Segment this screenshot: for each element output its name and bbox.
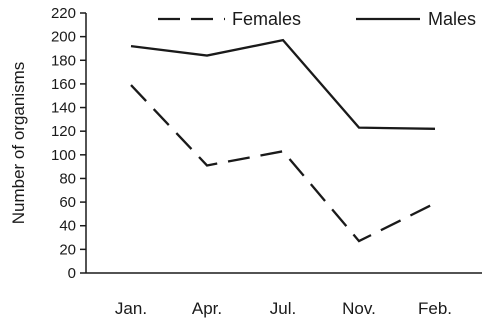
y-tick-label: 220 bbox=[51, 5, 76, 22]
y-tick-label: 0 bbox=[68, 265, 76, 282]
x-tick-label: Apr. bbox=[192, 299, 222, 318]
axes bbox=[85, 13, 482, 274]
y-tick-label: 20 bbox=[59, 241, 76, 258]
y-axis-ticks: 0 20 40 60 80 100 120 140 160 180 200 220 bbox=[51, 5, 86, 282]
y-axis-title: Number of organisms bbox=[9, 62, 28, 225]
series-line-females bbox=[130, 84, 436, 243]
y-tick-label: 80 bbox=[59, 170, 76, 187]
x-tick-label: Jan. bbox=[115, 299, 147, 318]
legend: Females Males bbox=[158, 9, 476, 29]
x-tick-label: Nov. bbox=[342, 299, 376, 318]
series-lines bbox=[130, 38, 436, 243]
x-tick-label: Jul. bbox=[270, 299, 296, 318]
y-tick-label: 120 bbox=[51, 123, 76, 140]
y-tick-label: 140 bbox=[51, 100, 76, 117]
y-tick-label: 180 bbox=[51, 52, 76, 69]
x-axis-ticks: Jan. Apr. Jul. Nov. Feb. bbox=[115, 299, 452, 318]
y-tick-label: 200 bbox=[51, 29, 76, 46]
y-tick-label: 100 bbox=[51, 147, 76, 164]
y-tick-label: 60 bbox=[59, 194, 76, 211]
y-tick-label: 40 bbox=[59, 218, 76, 235]
series-line-males bbox=[130, 38, 436, 130]
y-tick-label: 160 bbox=[51, 76, 76, 93]
x-tick-label: Feb. bbox=[418, 299, 452, 318]
legend-label-females: Females bbox=[232, 9, 301, 29]
legend-label-males: Males bbox=[428, 9, 476, 29]
